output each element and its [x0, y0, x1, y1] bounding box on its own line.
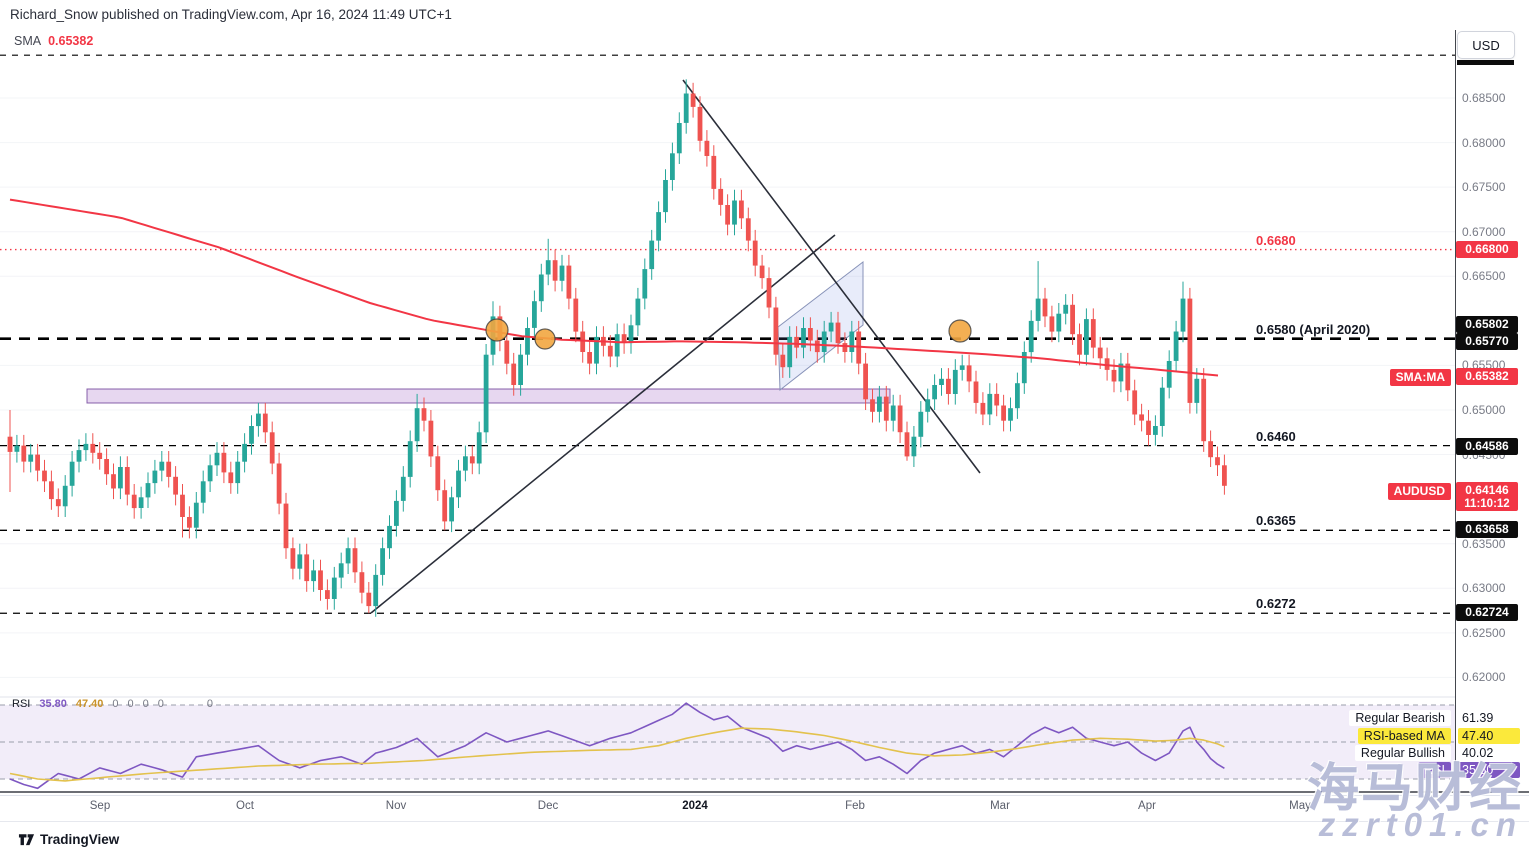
rsi-level-label: Regular Bullish: [1354, 745, 1451, 761]
level-label: 0.6680: [1256, 232, 1296, 248]
price-tick-label: 0.62500: [1462, 625, 1506, 640]
price-tick-label: 0.67000: [1462, 224, 1506, 239]
rsi-level-label: RSI: [1418, 762, 1451, 778]
rsi-legend-value: 35.80: [39, 698, 67, 710]
price-tick-label: 0.68500: [1462, 91, 1506, 105]
price-tick-label: 0.65000: [1462, 402, 1506, 417]
time-tick-dec: Dec: [537, 800, 559, 812]
tradingview-logo-icon: [18, 834, 35, 846]
price-badge: 0.65382: [1456, 368, 1518, 385]
time-tick-feb: Feb: [845, 800, 865, 812]
price-badge: 0.64586: [1456, 438, 1518, 455]
price-badge: 0.64146 11:10:12: [1456, 482, 1518, 511]
price-tick-label: 0.67500: [1462, 180, 1506, 195]
sma-legend[interactable]: SMA 0.65382: [14, 34, 93, 48]
level-label: 0.6580 (April 2020): [1256, 321, 1371, 337]
sma-legend-value: 0.65382: [48, 34, 94, 48]
rsi-legend-label: RSI: [12, 698, 31, 710]
price-badge: 0.65802: [1456, 316, 1518, 333]
time-tick-sep: Sep: [89, 800, 111, 812]
tradingview-logo-text: TradingView: [40, 832, 120, 847]
price-tick-label: 0.63000: [1462, 581, 1506, 596]
rsi-level-label: Regular Bearish: [1349, 710, 1451, 726]
currency-toggle-button[interactable]: USD: [1457, 31, 1515, 59]
price-badge: 0.66800: [1456, 241, 1518, 258]
level-label: 0.6365: [1256, 513, 1296, 529]
price-tick-label: 0.68000: [1462, 135, 1506, 150]
sma-legend-label: SMA: [14, 34, 42, 48]
rsi-level-label: RSI-based MA: [1357, 728, 1451, 744]
price-badge: 0.62724: [1456, 604, 1518, 621]
time-tick-apr: Apr: [1138, 800, 1156, 812]
publish-header: Richard_Snow published on TradingView.co…: [10, 7, 452, 22]
rsi-level-value: 47.40: [1458, 728, 1520, 744]
badge-countdown: 11:10:12: [1464, 498, 1510, 510]
level-label: 0.6272: [1256, 596, 1296, 612]
time-tick-nov: Nov: [385, 800, 407, 812]
level-label: 0.6460: [1256, 428, 1296, 444]
rsi-level-value: 35.80: [1458, 762, 1520, 778]
price-badge-side-label: AUDUSD: [1387, 483, 1451, 500]
time-tick-mar: Mar: [990, 800, 1010, 812]
rsi-level-value: 61.39: [1462, 711, 1494, 725]
tradingview-logo[interactable]: TradingView: [18, 831, 119, 848]
price-badge: 0.65770: [1456, 333, 1518, 350]
time-tick-may: May: [1289, 800, 1311, 812]
time-tick-oct: Oct: [236, 800, 254, 812]
price-badge: 0.63658: [1456, 521, 1518, 538]
price-tick-label: 0.66500: [1462, 269, 1506, 284]
time-tick-2024: 2024: [682, 800, 708, 812]
price-tick-label: 0.63500: [1462, 536, 1506, 551]
rsi-level-value: 40.02: [1462, 746, 1494, 760]
price-tick-label: 0.62000: [1462, 670, 1506, 685]
rsi-ma-legend-value: 47.40: [75, 698, 104, 710]
price-badge-side-label: SMA:MA: [1389, 369, 1451, 386]
